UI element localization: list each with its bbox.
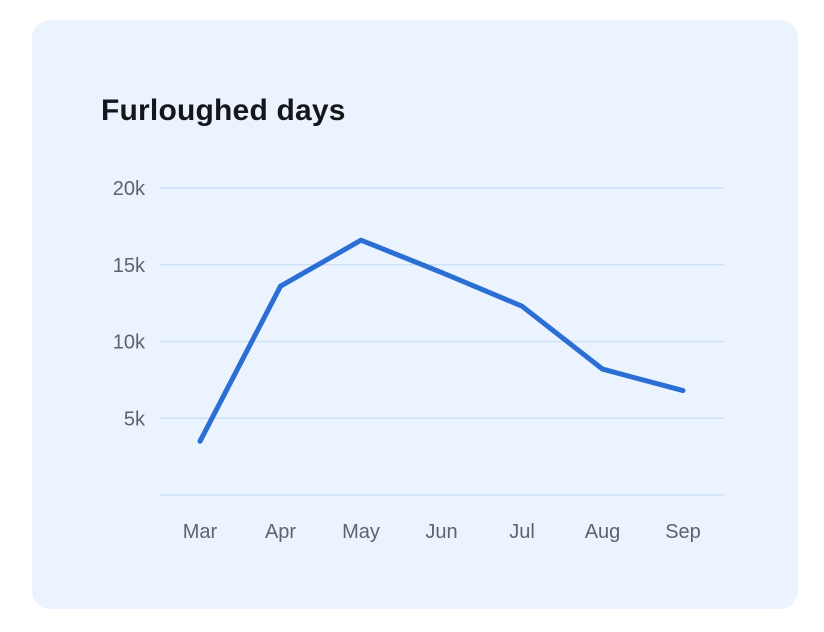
x-tick-label: Sep (665, 521, 701, 543)
y-tick-label: 15k (113, 255, 146, 277)
x-tick-label: Aug (585, 521, 621, 543)
y-tick-label: 20k (113, 178, 146, 200)
x-tick-label: Mar (183, 521, 218, 543)
series-lines (197, 237, 686, 444)
chart-card (32, 20, 798, 609)
y-axis-tick-labels: 5k 10k 15k 20k (113, 178, 146, 430)
y-tick-label: 5k (124, 408, 146, 430)
x-tick-label: Jun (425, 521, 457, 543)
x-tick-label: May (342, 521, 380, 543)
x-axis-tick-labels: Mar Apr May Jun Jul Aug Sep (183, 521, 701, 543)
x-tick-label: Apr (265, 521, 296, 543)
y-tick-label: 10k (113, 332, 146, 354)
x-tick-label: Jul (509, 521, 535, 543)
gridlines (160, 187, 724, 496)
chart-title: Furloughed days (101, 94, 346, 127)
